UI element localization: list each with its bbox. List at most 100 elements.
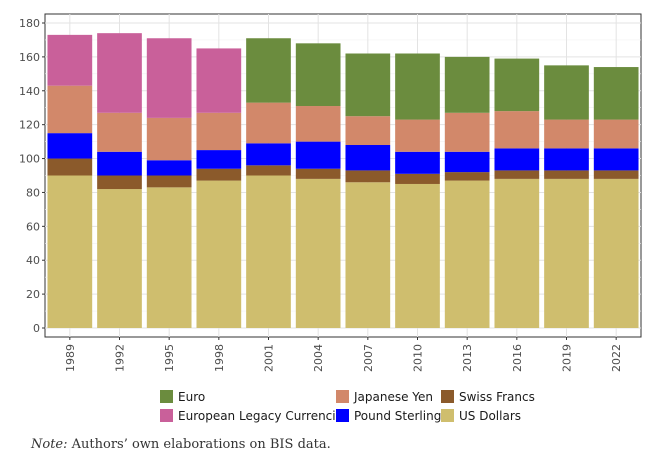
legend-label: Japanese Yen (353, 390, 433, 404)
bar-segment (345, 182, 391, 328)
legend-key (160, 390, 173, 403)
x-tick-label: 2007 (362, 344, 375, 372)
x-tick-label: 2016 (511, 344, 524, 372)
y-axis: 0 20 40 60 80 100 120 140 160 180 (19, 17, 45, 335)
legend-label: Swiss Francs (459, 390, 535, 404)
bar-segment (246, 165, 291, 176)
legend-label: US Dollars (459, 409, 521, 423)
legend-key (336, 409, 349, 422)
bar-segment (295, 178, 341, 328)
bar-segment (97, 112, 142, 152)
y-tick-label: 120 (19, 119, 40, 132)
bars (47, 33, 639, 328)
bar-segment (593, 170, 639, 179)
bar-segment (146, 175, 192, 188)
y-tick-label: 60 (26, 220, 40, 233)
bar-segment (146, 117, 192, 161)
bar-segment (395, 183, 440, 328)
bar-segment (196, 48, 242, 113)
bar-segment (345, 53, 391, 117)
bar-segment (47, 175, 93, 328)
y-tick-label: 20 (26, 288, 40, 301)
bar-segment (444, 56, 490, 113)
bar-segment (444, 180, 490, 328)
x-tick-label: 1992 (114, 344, 127, 372)
bar-segment (47, 133, 93, 159)
bar-segment (544, 170, 589, 179)
bar-segment (196, 180, 242, 328)
bar-segment (246, 38, 291, 103)
legend-key (160, 409, 173, 422)
bar-segment (544, 65, 589, 120)
bar-segment (395, 53, 440, 120)
y-tick-label: 40 (26, 254, 40, 267)
bar-segment (295, 168, 341, 179)
bar-segment (544, 148, 589, 171)
y-tick-label: 80 (26, 186, 40, 199)
bar-segment (146, 187, 192, 328)
bar-segment (246, 143, 291, 166)
bar-segment (146, 38, 192, 118)
bar-segment (196, 150, 242, 169)
bar-segment (47, 34, 93, 86)
x-axis: 1989 1992 1995 1998 2001 2004 2007 2010 2013 2016… (64, 337, 623, 372)
bar-segment (494, 148, 540, 171)
bar-segment (196, 168, 242, 181)
y-tick-label: 160 (19, 51, 40, 64)
bar-segment (246, 175, 291, 328)
note-text: Authors’ own elaborations on BIS data. (67, 437, 331, 452)
bar-segment (395, 119, 440, 152)
bar-segment (295, 106, 341, 142)
x-tick-label: 1989 (64, 344, 77, 372)
bar-segment (593, 178, 639, 328)
legend: Euro European Legacy Currencies Japanese Y… (160, 390, 535, 423)
x-tick-label: 2019 (561, 344, 574, 372)
x-tick-label: 2022 (610, 344, 623, 372)
y-tick-label: 100 (19, 153, 40, 166)
legend-label: European Legacy Currencies (178, 409, 349, 423)
bar-segment (494, 58, 540, 112)
note-label: Note: (31, 437, 68, 452)
bar-segment (494, 111, 540, 149)
bar-segment (444, 151, 490, 173)
x-tick-label: 1995 (163, 344, 176, 372)
bar-segment (395, 151, 440, 174)
bar-segment (97, 175, 142, 190)
bar-segment (246, 102, 291, 144)
bar-segment (295, 43, 341, 107)
bar-segment (97, 151, 142, 176)
bar-segment (196, 112, 242, 151)
bar-segment (494, 170, 540, 179)
source-note: Note: Authors’ own elaborations on BIS d… (31, 437, 331, 452)
bar-segment (345, 170, 391, 183)
bar-segment (593, 148, 639, 171)
stacked-bar-chart: 0 20 40 60 80 100 120 140 160 180 1989 1992 1995 199… (19, 13, 642, 423)
x-tick-label: 2004 (312, 344, 325, 372)
legend-key (441, 409, 454, 422)
bar-segment (444, 112, 490, 152)
legend-label: Pound Sterling (354, 409, 441, 423)
bar-segment (47, 158, 93, 176)
bar-segment (593, 119, 639, 149)
bar-segment (444, 172, 490, 181)
bar-segment (97, 189, 142, 328)
y-tick-label: 0 (33, 322, 40, 335)
x-tick-label: 2010 (412, 344, 425, 372)
bar-segment (345, 145, 391, 171)
bar-segment (295, 141, 341, 169)
x-tick-label: 2013 (461, 344, 474, 372)
y-tick-label: 140 (19, 85, 40, 98)
bar-segment (97, 33, 142, 113)
x-tick-label: 1998 (213, 344, 226, 372)
legend-key (441, 390, 454, 403)
legend-key (336, 390, 349, 403)
bar-segment (345, 116, 391, 145)
bar-segment (47, 85, 93, 134)
bar-segment (395, 173, 440, 184)
x-tick-label: 2001 (263, 344, 276, 372)
bar-segment (494, 178, 540, 328)
bar-segment (544, 119, 589, 149)
bar-segment (146, 160, 192, 176)
y-tick-label: 180 (19, 17, 40, 30)
bar-segment (544, 178, 589, 328)
